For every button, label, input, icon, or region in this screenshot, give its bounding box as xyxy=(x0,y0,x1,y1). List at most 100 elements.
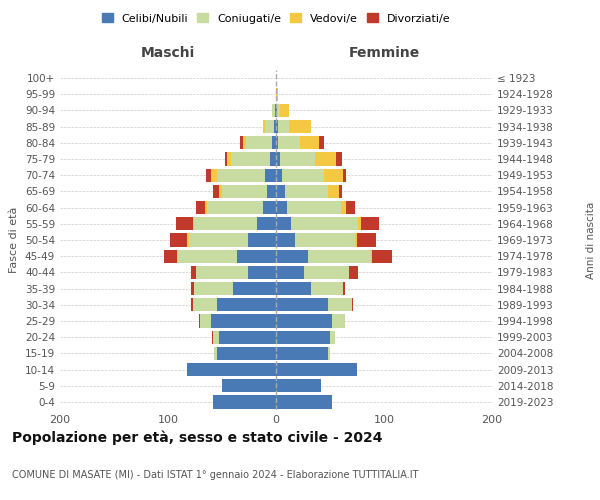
Bar xyxy=(276,185,284,198)
Bar xyxy=(276,330,330,344)
Bar xyxy=(219,185,222,198)
Bar xyxy=(214,396,276,408)
Bar xyxy=(283,168,323,182)
Bar xyxy=(323,168,343,182)
Bar xyxy=(191,298,193,312)
Bar xyxy=(274,120,276,134)
Text: Popolazione per età, sesso e stato civile - 2024: Popolazione per età, sesso e stato civil… xyxy=(12,430,383,445)
Bar xyxy=(328,346,330,360)
Bar xyxy=(276,266,304,279)
Bar xyxy=(187,234,188,246)
Bar xyxy=(372,250,392,263)
Text: COMUNE DI MASATE (MI) - Dati ISTAT 1° gennaio 2024 - Elaborazione TUTTITALIA.IT: COMUNE DI MASATE (MI) - Dati ISTAT 1° ge… xyxy=(12,470,419,480)
Bar xyxy=(276,379,322,392)
Bar xyxy=(276,136,278,149)
Bar xyxy=(276,152,280,166)
Bar xyxy=(191,282,194,295)
Bar xyxy=(176,217,193,230)
Bar xyxy=(217,298,276,312)
Bar xyxy=(276,168,283,182)
Bar xyxy=(269,152,276,166)
Bar xyxy=(361,217,379,230)
Bar xyxy=(194,282,233,295)
Bar xyxy=(187,363,276,376)
Bar xyxy=(199,314,200,328)
Bar xyxy=(328,298,352,312)
Bar xyxy=(371,250,372,263)
Y-axis label: Fasce di età: Fasce di età xyxy=(10,207,19,273)
Bar xyxy=(206,168,211,182)
Bar xyxy=(287,201,341,214)
Bar xyxy=(276,217,291,230)
Bar xyxy=(278,136,300,149)
Bar xyxy=(217,168,265,182)
Bar xyxy=(337,152,342,166)
Bar xyxy=(346,201,355,214)
Text: Maschi: Maschi xyxy=(141,46,195,60)
Bar xyxy=(304,266,349,279)
Bar xyxy=(263,201,276,214)
Bar xyxy=(315,152,337,166)
Bar xyxy=(276,120,278,134)
Bar xyxy=(276,346,328,360)
Bar xyxy=(332,314,345,328)
Bar xyxy=(319,136,323,149)
Bar xyxy=(291,217,358,230)
Bar xyxy=(193,217,194,230)
Bar xyxy=(358,217,361,230)
Bar xyxy=(276,201,287,214)
Bar xyxy=(217,346,276,360)
Bar xyxy=(219,330,276,344)
Bar xyxy=(341,201,346,214)
Bar xyxy=(233,282,276,295)
Bar xyxy=(276,88,278,101)
Bar xyxy=(214,346,217,360)
Bar xyxy=(214,330,219,344)
Bar xyxy=(276,363,357,376)
Bar xyxy=(272,104,275,117)
Bar xyxy=(246,136,272,149)
Bar xyxy=(207,201,263,214)
Bar xyxy=(277,104,280,117)
Bar xyxy=(308,250,371,263)
Bar xyxy=(222,379,276,392)
Bar xyxy=(276,314,332,328)
Bar xyxy=(170,234,187,246)
Bar xyxy=(265,120,274,134)
Bar xyxy=(188,234,248,246)
Bar xyxy=(222,185,268,198)
Bar xyxy=(211,314,276,328)
Bar xyxy=(355,234,357,246)
Bar xyxy=(237,250,276,263)
Bar xyxy=(330,330,335,344)
Bar xyxy=(280,104,289,117)
Bar xyxy=(194,217,257,230)
Bar xyxy=(248,266,276,279)
Bar xyxy=(248,234,276,246)
Bar xyxy=(257,217,276,230)
Bar xyxy=(176,250,178,263)
Bar xyxy=(268,185,276,198)
Bar xyxy=(212,330,214,344)
Bar xyxy=(230,152,269,166)
Bar xyxy=(276,282,311,295)
Bar xyxy=(284,185,328,198)
Bar xyxy=(357,234,376,246)
Bar xyxy=(276,104,277,117)
Bar xyxy=(263,120,265,134)
Bar xyxy=(196,201,205,214)
Bar xyxy=(193,298,217,312)
Bar xyxy=(205,201,207,214)
Bar xyxy=(272,136,276,149)
Bar xyxy=(227,152,230,166)
Legend: Celibi/Nubili, Coniugati/e, Vedovi/e, Divorziati/e: Celibi/Nubili, Coniugati/e, Vedovi/e, Di… xyxy=(97,9,455,28)
Bar xyxy=(164,250,176,263)
Bar xyxy=(278,120,289,134)
Bar xyxy=(276,298,328,312)
Bar xyxy=(211,168,217,182)
Text: Femmine: Femmine xyxy=(349,46,419,60)
Bar xyxy=(275,104,276,117)
Bar xyxy=(276,396,332,408)
Bar xyxy=(276,250,308,263)
Bar xyxy=(225,152,227,166)
